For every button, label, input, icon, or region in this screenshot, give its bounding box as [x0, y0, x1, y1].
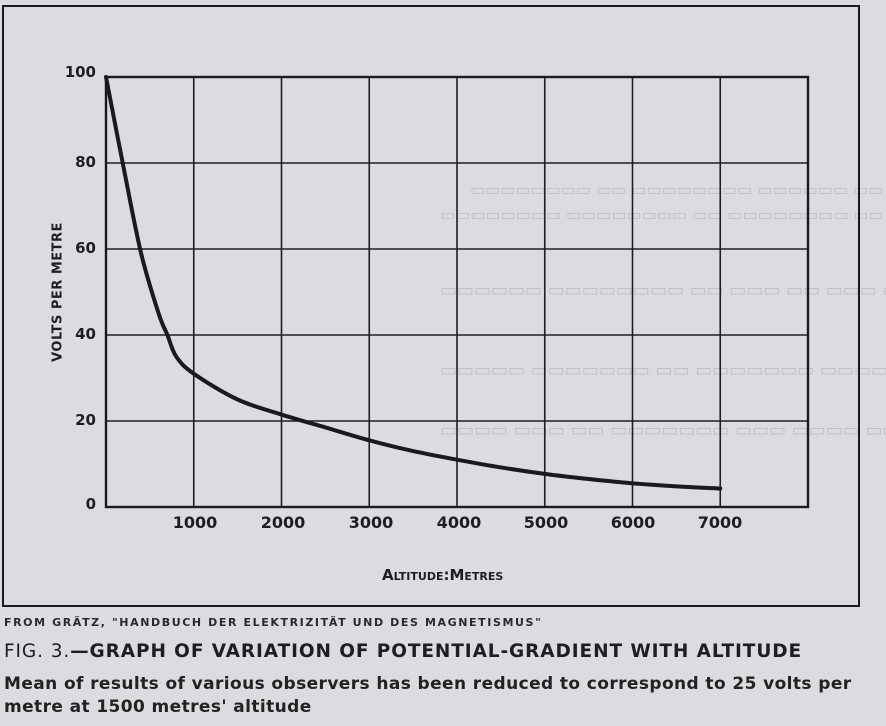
- grid-lines: [106, 77, 808, 507]
- y-tick-40: 40: [75, 325, 96, 343]
- figure-frame: [2, 5, 860, 607]
- y-tick-100: 100: [64, 63, 96, 81]
- figure-source: FROM GRÄTZ, "HANDBUCH DER ELEKTRIZITÄT U…: [4, 616, 543, 629]
- figure-description: Mean of results of various observers has…: [4, 674, 852, 717]
- figure-title: FIG. 3.—GRAPH OF VARIATION OF POTENTIAL-…: [4, 641, 802, 662]
- y-tick-0: 0: [85, 495, 96, 513]
- x-tick-3000: 3000: [348, 513, 394, 532]
- figure-number: FIG. 3.: [4, 641, 71, 662]
- x-axis-label: Altitude:Metres: [382, 566, 504, 584]
- x-tick-6000: 6000: [610, 513, 656, 532]
- y-tick-80: 80: [75, 153, 96, 171]
- y-tick-60: 60: [75, 239, 96, 257]
- data-line-potential-gradient: [104, 75, 723, 491]
- x-tick-4000: 4000: [436, 513, 482, 532]
- plot-border: [104, 75, 810, 509]
- x-tick-7000: 7000: [697, 513, 743, 532]
- x-tick-2000: 2000: [260, 513, 306, 532]
- y-tick-20: 20: [75, 411, 96, 429]
- figure-title-text: —GRAPH OF VARIATION OF POTENTIAL-GRADIEN…: [70, 641, 803, 662]
- x-tick-1000: 1000: [172, 513, 218, 532]
- x-tick-5000: 5000: [523, 513, 569, 532]
